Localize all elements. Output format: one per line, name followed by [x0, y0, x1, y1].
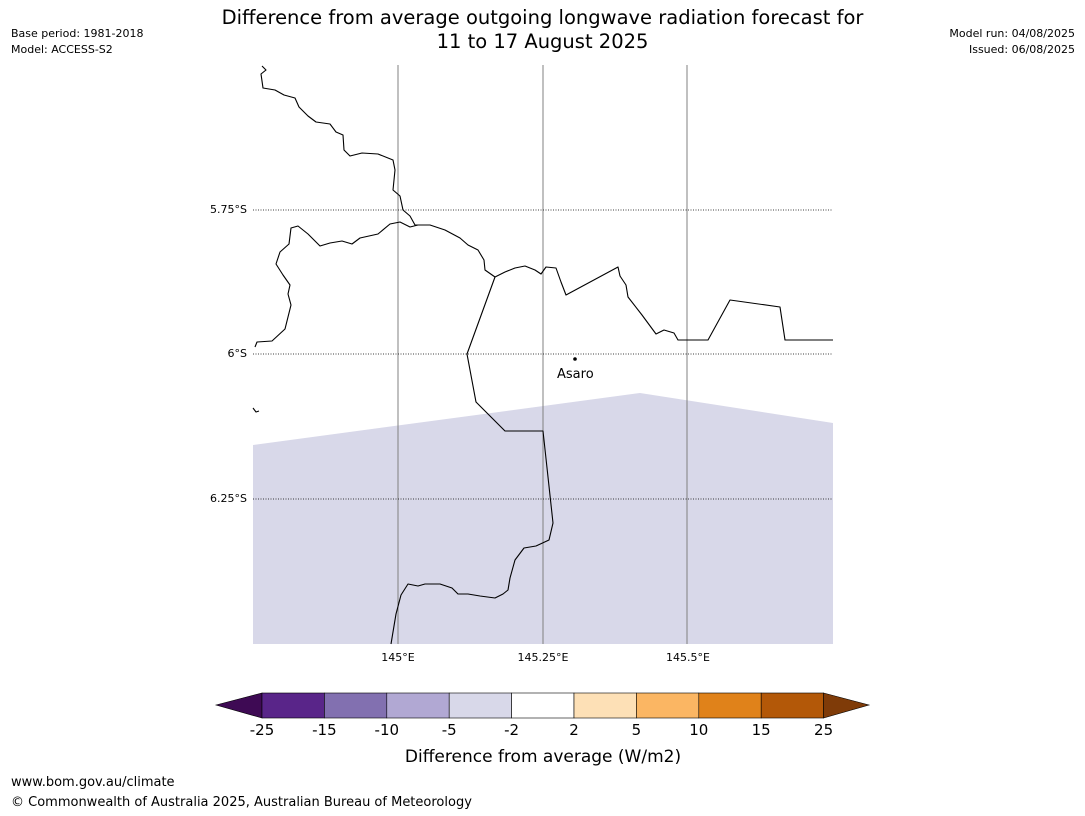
colorbar-extend-low — [214, 692, 263, 719]
colorbar-tick-label: 2 — [569, 721, 579, 739]
lat-label: 5.75°S — [210, 203, 247, 216]
title-line-2: 11 to 17 August 2025 — [436, 30, 649, 53]
footer-copyright: © Commonwealth of Australia 2025, Austra… — [11, 795, 472, 810]
model-run: Model run: 04/08/2025 — [949, 27, 1075, 40]
issued-date: Issued: 06/08/2025 — [968, 43, 1075, 56]
footer-url[interactable]: www.bom.gov.au/climate — [11, 775, 175, 790]
colorbar-segment — [448, 692, 512, 719]
place-label: Asaro — [557, 367, 594, 382]
meta-left: Base period: 1981-2018 Model: ACCESS-S2 — [11, 26, 143, 58]
colorbar-ticks: -25 -15 -10 -5 -2 2 5 10 15 25 — [250, 721, 833, 739]
place-marker — [573, 357, 577, 361]
colorbar-tick-label: -25 — [250, 721, 275, 739]
colorbar-tick-label: 25 — [814, 721, 833, 739]
lon-label: 145.5°E — [666, 651, 710, 664]
colorbar-segment — [698, 692, 762, 719]
title-line-1: Difference from average outgoing longwav… — [221, 6, 864, 29]
colorbar-segment — [386, 692, 450, 719]
boundary-line — [254, 221, 419, 348]
map-title: Difference from average outgoing longwav… — [0, 6, 1085, 54]
lat-label: 6°S — [228, 347, 247, 360]
lat-label: 6.25°S — [210, 492, 247, 505]
boundary-line — [260, 65, 833, 341]
colorbar-extend-high — [823, 692, 871, 719]
boundary-line — [390, 276, 554, 645]
colorbar-label: Difference from average (W/m2) — [405, 747, 681, 767]
model-name: Model: ACCESS-S2 — [11, 43, 113, 56]
boundary-line — [252, 407, 260, 413]
colorbar — [214, 692, 871, 719]
colorbar-segment — [760, 692, 824, 719]
colorbar-tick-label: 10 — [689, 721, 708, 739]
colorbar-segment — [511, 692, 575, 719]
lon-label: 145°E — [381, 651, 414, 664]
meta-right: Model run: 04/08/2025 Issued: 06/08/2025 — [949, 26, 1075, 58]
colorbar-tick-label: -10 — [375, 721, 400, 739]
base-period: Base period: 1981-2018 — [11, 27, 144, 40]
colorbar-tick-label: 5 — [632, 721, 642, 739]
lon-label: 145.25°E — [518, 651, 569, 664]
colorbar-segment — [261, 692, 325, 719]
colorbar-tick-label: -2 — [504, 721, 519, 739]
longitude-gridlines — [397, 65, 688, 644]
colorbar-segment — [573, 692, 637, 719]
latitude-gridlines — [253, 209, 833, 500]
province-boundaries — [252, 65, 833, 645]
colorbar-segment — [636, 692, 700, 719]
colorbar-tick-label: -5 — [442, 721, 457, 739]
colorbar-tick-label: -15 — [312, 721, 337, 739]
colorbar-segment — [324, 692, 388, 719]
colorbar-tick-label: 15 — [752, 721, 771, 739]
